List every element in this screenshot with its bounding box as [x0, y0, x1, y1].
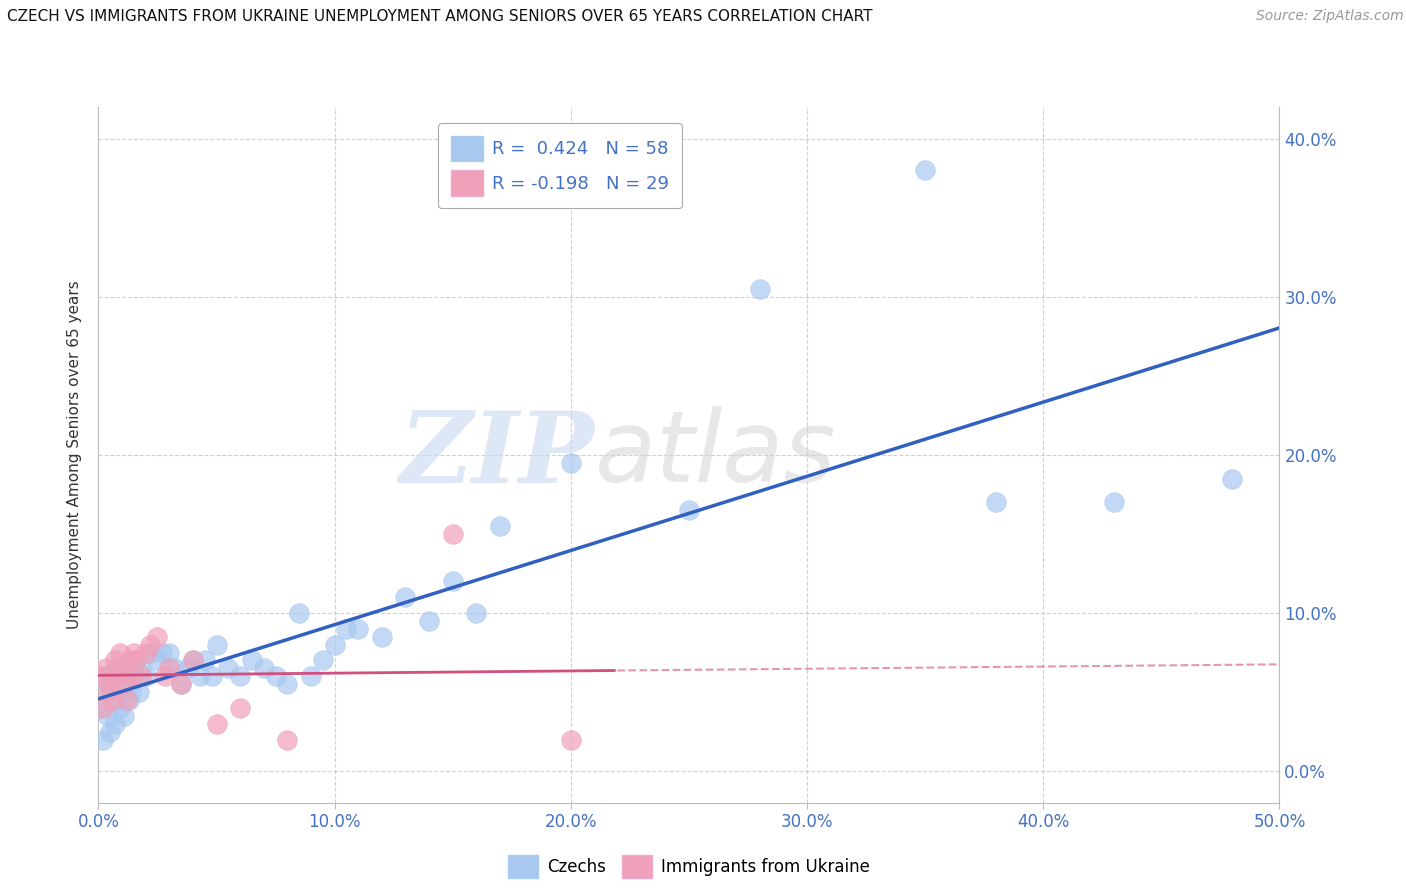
Point: [122, 669, 145, 683]
Point: [465, 606, 488, 620]
Point: [111, 661, 134, 675]
Point: [489, 519, 512, 533]
Point: [153, 669, 176, 683]
Text: ZIP: ZIP: [399, 407, 595, 503]
Point: [229, 701, 252, 715]
Point: [90, 669, 112, 683]
Point: [394, 591, 416, 605]
Point: [105, 669, 128, 683]
Point: [118, 653, 141, 667]
Point: [111, 677, 134, 691]
Point: [748, 282, 770, 296]
Point: [150, 646, 173, 660]
Point: [323, 638, 346, 652]
Point: [181, 653, 204, 667]
Point: [104, 716, 127, 731]
Point: [371, 630, 394, 644]
Point: [135, 669, 157, 683]
Point: [91, 701, 114, 715]
Point: [914, 163, 936, 178]
Point: [347, 622, 370, 636]
Point: [205, 638, 228, 652]
Point: [441, 574, 464, 589]
Point: [188, 669, 211, 683]
Point: [139, 646, 162, 660]
Point: [112, 677, 135, 691]
Point: [157, 646, 180, 660]
Point: [984, 495, 1007, 509]
Point: [139, 638, 162, 652]
Point: [108, 646, 131, 660]
Y-axis label: Unemployment Among Seniors over 65 years: Unemployment Among Seniors over 65 years: [67, 281, 83, 629]
Point: [118, 693, 141, 707]
Point: [229, 669, 252, 683]
Point: [146, 630, 169, 644]
Point: [97, 677, 120, 691]
Point: [105, 661, 128, 675]
Point: [115, 669, 138, 683]
Point: [91, 732, 114, 747]
Point: [560, 456, 582, 470]
Point: [129, 669, 152, 683]
Point: [276, 677, 298, 691]
Point: [678, 503, 700, 517]
Point: [205, 716, 228, 731]
Point: [112, 708, 135, 723]
Point: [122, 646, 145, 660]
Point: [125, 653, 148, 667]
Point: [201, 669, 224, 683]
Point: [217, 661, 239, 675]
Text: CZECH VS IMMIGRANTS FROM UKRAINE UNEMPLOYMENT AMONG SENIORS OVER 65 YEARS CORREL: CZECH VS IMMIGRANTS FROM UKRAINE UNEMPLO…: [7, 9, 873, 24]
Point: [181, 653, 204, 667]
Point: [240, 653, 263, 667]
Point: [121, 669, 143, 683]
Point: [170, 677, 193, 691]
Point: [121, 685, 143, 699]
Point: [418, 614, 440, 628]
Text: Source: ZipAtlas.com: Source: ZipAtlas.com: [1256, 9, 1403, 23]
Point: [312, 653, 335, 667]
Point: [441, 527, 464, 541]
Point: [299, 669, 322, 683]
Point: [90, 701, 112, 715]
Point: [560, 732, 582, 747]
Point: [129, 661, 152, 675]
Point: [94, 661, 117, 675]
Point: [253, 661, 276, 675]
Point: [94, 669, 117, 683]
Point: [98, 685, 121, 699]
Point: [264, 669, 287, 683]
Point: [170, 677, 193, 691]
Legend: Czechs, Immigrants from Ukraine: Czechs, Immigrants from Ukraine: [502, 848, 876, 885]
Point: [115, 693, 138, 707]
Point: [128, 685, 150, 699]
Point: [101, 693, 124, 707]
Point: [97, 708, 120, 723]
Text: atlas: atlas: [595, 407, 837, 503]
Point: [288, 606, 311, 620]
Point: [146, 653, 169, 667]
Point: [335, 622, 357, 636]
Point: [135, 646, 157, 660]
Point: [98, 677, 121, 691]
Point: [276, 732, 298, 747]
Point: [177, 661, 200, 675]
Point: [98, 724, 121, 739]
Point: [163, 661, 186, 675]
Point: [1220, 472, 1243, 486]
Point: [104, 653, 127, 667]
Point: [125, 653, 148, 667]
Point: [157, 661, 180, 675]
Point: [101, 693, 124, 707]
Point: [97, 685, 120, 699]
Point: [1102, 495, 1125, 509]
Point: [108, 701, 131, 715]
Point: [194, 653, 217, 667]
